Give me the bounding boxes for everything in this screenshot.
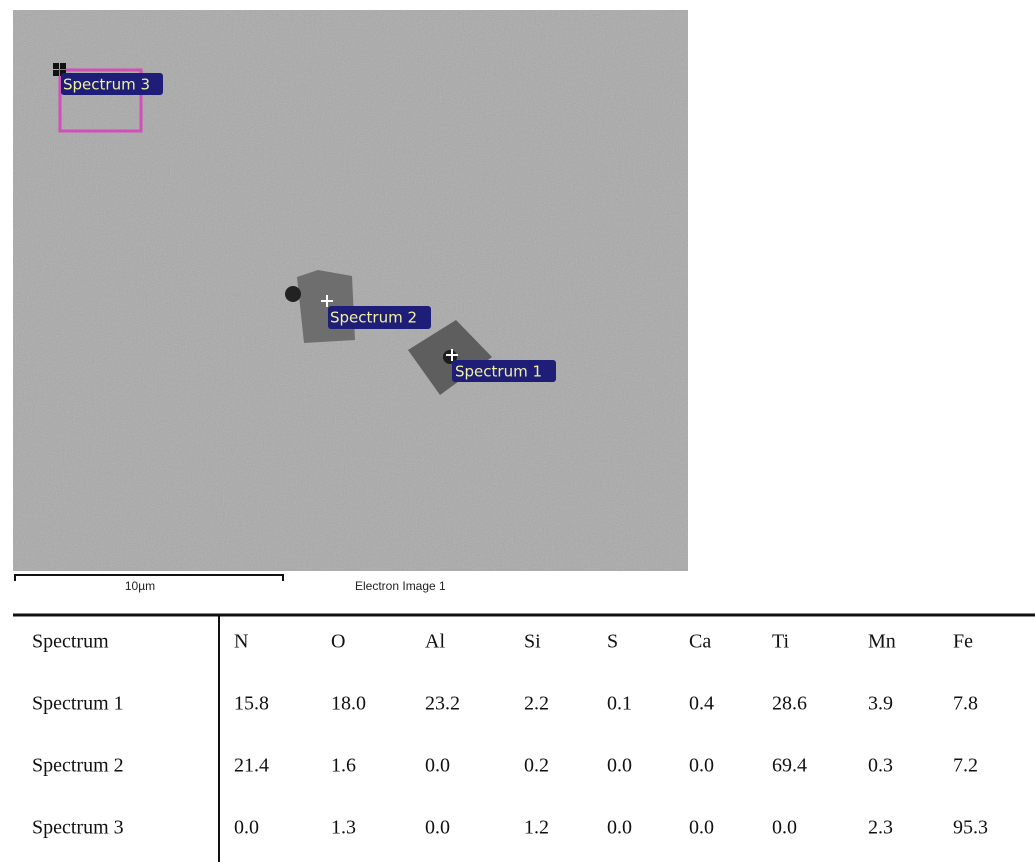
spectrum-label: Spectrum 2 [330, 309, 417, 327]
table-cell: Spectrum 2 [32, 755, 124, 777]
table-cell: 0.3 [868, 755, 893, 777]
table-header: Si [524, 631, 541, 653]
table-header: Mn [868, 631, 896, 653]
table-cell: 0.2 [524, 755, 549, 777]
table-cell: 1.2 [524, 817, 549, 839]
table-cell: 0.0 [234, 817, 259, 839]
table-header: Al [425, 631, 445, 653]
table-header: S [607, 631, 618, 653]
table-cell: 95.3 [953, 817, 988, 839]
table-header: Fe [953, 631, 973, 653]
table-header: Ca [689, 631, 711, 653]
table-cell: 18.0 [331, 693, 366, 715]
table-cell: 2.2 [524, 693, 549, 715]
table: Spectrum N O Al Si S Ca Ti Mn Fe Spectrum 1 15.8 18.… [32, 631, 988, 839]
particle-pore [285, 286, 301, 302]
table-cell: 2.3 [868, 817, 893, 839]
table-cell: 7.2 [953, 755, 978, 777]
table-cell: 1.3 [331, 817, 356, 839]
table-header: Spectrum [32, 631, 109, 653]
table-cell: 0.0 [689, 755, 714, 777]
table-cell: 0.0 [425, 817, 450, 839]
table-cell: 0.0 [772, 817, 797, 839]
table-header: Ti [772, 631, 790, 653]
spectrum-label: Spectrum 1 [455, 363, 542, 381]
figure: Spectrum 3 Spectrum 2 Spectrum 1 10µm El… [0, 0, 1035, 862]
scale-label: 10µm [125, 579, 155, 593]
table-cell: 23.2 [425, 693, 460, 715]
table-cell: 0.1 [607, 693, 632, 715]
electron-image: Spectrum 3 Spectrum 2 Spectrum 1 [13, 10, 688, 571]
table-cell: 0.0 [689, 817, 714, 839]
table-cell: 21.4 [234, 755, 269, 777]
spectrum-label: Spectrum 3 [63, 76, 150, 94]
table-cell: 3.9 [868, 693, 893, 715]
table-cell: 15.8 [234, 693, 269, 715]
table-header: O [331, 631, 345, 653]
table-cell: 0.0 [607, 817, 632, 839]
table-cell: 69.4 [772, 755, 807, 777]
table-cell: Spectrum 3 [32, 817, 124, 839]
table-cell: 1.6 [331, 755, 356, 777]
table-header: N [234, 631, 248, 653]
image-caption: Electron Image 1 [355, 579, 446, 593]
table-cell: 0.0 [607, 755, 632, 777]
table-cell: Spectrum 1 [32, 693, 124, 715]
table-cell: 0.0 [425, 755, 450, 777]
table-cell: 7.8 [953, 693, 978, 715]
table-cell: 0.4 [689, 693, 714, 715]
table-cell: 28.6 [772, 693, 807, 715]
